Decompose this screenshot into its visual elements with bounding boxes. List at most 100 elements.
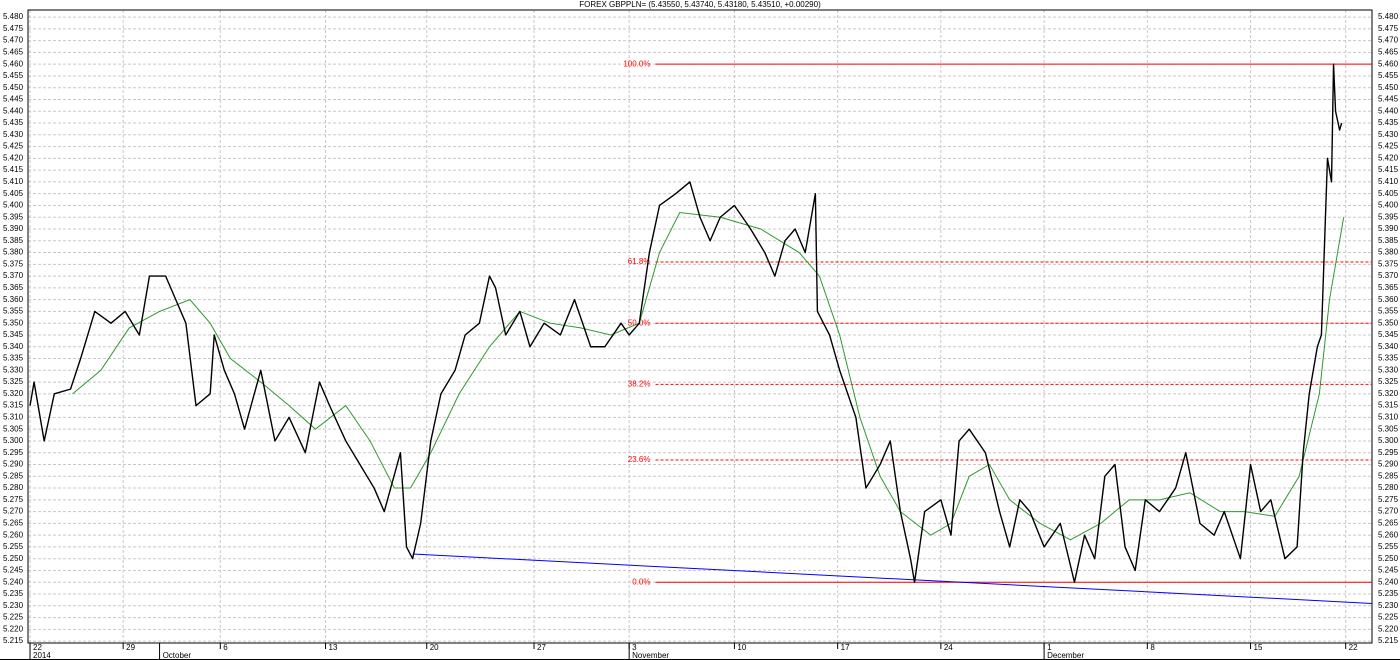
fib-label: 0.0%: [632, 577, 650, 586]
x-tick-label: 15: [1254, 643, 1263, 652]
y-tick-label-right: 5.475: [1378, 24, 1399, 33]
x-tick-label: 13: [329, 643, 338, 652]
y-tick-label: 5.435: [3, 118, 24, 127]
y-tick-label-right: 5.215: [1378, 636, 1399, 645]
y-tick-label-right: 5.385: [1378, 236, 1399, 245]
y-tick-label: 5.330: [3, 365, 24, 374]
y-tick-label-right: 5.250: [1378, 554, 1399, 563]
y-tick-label: 5.385: [3, 236, 24, 245]
y-tick-label: 5.370: [3, 271, 24, 280]
y-tick-label: 5.360: [3, 295, 24, 304]
y-tick-label-right: 5.360: [1378, 295, 1399, 304]
x-tick-label: 22: [1349, 643, 1358, 652]
y-tick-label-right: 5.285: [1378, 471, 1399, 480]
y-tick-label-right: 5.355: [1378, 307, 1399, 316]
y-tick-label-right: 5.275: [1378, 495, 1399, 504]
y-tick-label-right: 5.345: [1378, 330, 1399, 339]
y-tick-label-right: 5.420: [1378, 153, 1399, 162]
y-tick-label: 5.325: [3, 377, 24, 386]
y-tick-label: 5.425: [3, 142, 24, 151]
x-tick-label: 1: [1047, 643, 1052, 652]
y-tick-label-right: 5.330: [1378, 365, 1399, 374]
y-tick-label: 5.230: [3, 601, 24, 610]
chart-title: FOREX GBPPLN= (5.43550, 5.43740, 5.43180…: [579, 0, 821, 9]
y-tick-label: 5.315: [3, 401, 24, 410]
y-tick-label: 5.340: [3, 342, 24, 351]
month-label: December: [1047, 651, 1084, 660]
y-tick-label: 5.245: [3, 566, 24, 575]
y-tick-label-right: 5.460: [1378, 59, 1399, 68]
y-tick-label-right: 5.230: [1378, 601, 1399, 610]
y-tick-label-right: 5.415: [1378, 165, 1399, 174]
y-tick-label: 5.430: [3, 130, 24, 139]
y-tick-label: 5.305: [3, 424, 24, 433]
y-tick-label: 5.390: [3, 224, 24, 233]
y-tick-label: 5.440: [3, 106, 24, 115]
y-tick-label: 5.235: [3, 589, 24, 598]
y-tick-label: 5.405: [3, 189, 24, 198]
y-tick-label: 5.355: [3, 307, 24, 316]
y-tick-label-right: 5.455: [1378, 71, 1399, 80]
y-tick-label-right: 5.305: [1378, 424, 1399, 433]
fib-label: 100.0%: [623, 59, 650, 68]
y-tick-label: 5.240: [3, 577, 24, 586]
y-tick-label: 5.335: [3, 354, 24, 363]
y-tick-label-right: 5.280: [1378, 483, 1399, 492]
fib-label: 38.2%: [628, 380, 651, 389]
y-tick-label: 5.475: [3, 24, 24, 33]
moving-average: [72, 211, 1345, 541]
y-tick-label-right: 5.290: [1378, 460, 1399, 469]
y-tick-label-right: 5.405: [1378, 189, 1399, 198]
y-tick-label-right: 5.220: [1378, 624, 1399, 633]
y-tick-label-right: 5.260: [1378, 530, 1399, 539]
y-tick-label: 5.310: [3, 413, 24, 422]
y-tick-label: 5.260: [3, 530, 24, 539]
x-tick-label: 8: [1150, 643, 1155, 652]
y-tick-label: 5.220: [3, 624, 24, 633]
fib-label: 23.6%: [628, 455, 651, 464]
y-tick-label: 5.380: [3, 248, 24, 257]
y-tick-label-right: 5.480: [1378, 12, 1399, 21]
y-tick-label: 5.290: [3, 460, 24, 469]
y-tick-label-right: 5.255: [1378, 542, 1399, 551]
y-tick-label-right: 5.375: [1378, 259, 1399, 268]
y-tick-label-right: 5.445: [1378, 95, 1399, 104]
y-tick-label: 5.295: [3, 448, 24, 457]
y-tick-label: 5.415: [3, 165, 24, 174]
y-tick-label-right: 5.425: [1378, 142, 1399, 151]
y-tick-label: 5.365: [3, 283, 24, 292]
y-tick-label-right: 5.410: [1378, 177, 1399, 186]
y-tick-label-right: 5.470: [1378, 36, 1399, 45]
y-tick-label: 5.215: [3, 636, 24, 645]
price-line: [29, 63, 1343, 583]
month-label: November: [632, 651, 669, 660]
y-tick-label-right: 5.340: [1378, 342, 1399, 351]
y-tick-label-right: 5.450: [1378, 83, 1399, 92]
y-tick-label-right: 5.440: [1378, 106, 1399, 115]
y-tick-label: 5.280: [3, 483, 24, 492]
y-tick-label: 5.465: [3, 47, 24, 56]
x-tick-label: 22: [33, 643, 42, 652]
x-tick-label: 24: [944, 643, 953, 652]
x-tick-label: 3: [632, 643, 637, 652]
y-tick-label-right: 5.225: [1378, 613, 1399, 622]
y-tick-label-right: 5.310: [1378, 413, 1399, 422]
y-tick-label: 5.255: [3, 542, 24, 551]
x-tick-label: 27: [537, 643, 546, 652]
y-tick-label-right: 5.380: [1378, 248, 1399, 257]
y-tick-label: 5.285: [3, 471, 24, 480]
x-tick-label: 10: [737, 643, 746, 652]
y-tick-label-right: 5.365: [1378, 283, 1399, 292]
y-tick-label-right: 5.390: [1378, 224, 1399, 233]
y-tick-label-right: 5.295: [1378, 448, 1399, 457]
y-tick-label: 5.420: [3, 153, 24, 162]
y-tick-label: 5.270: [3, 507, 24, 516]
y-tick-label: 5.480: [3, 12, 24, 21]
y-tick-label-right: 5.350: [1378, 318, 1399, 327]
y-tick-label-right: 5.325: [1378, 377, 1399, 386]
y-tick-label-right: 5.395: [1378, 212, 1399, 221]
y-tick-label-right: 5.240: [1378, 577, 1399, 586]
y-tick-label: 5.375: [3, 259, 24, 268]
y-tick-label-right: 5.245: [1378, 566, 1399, 575]
